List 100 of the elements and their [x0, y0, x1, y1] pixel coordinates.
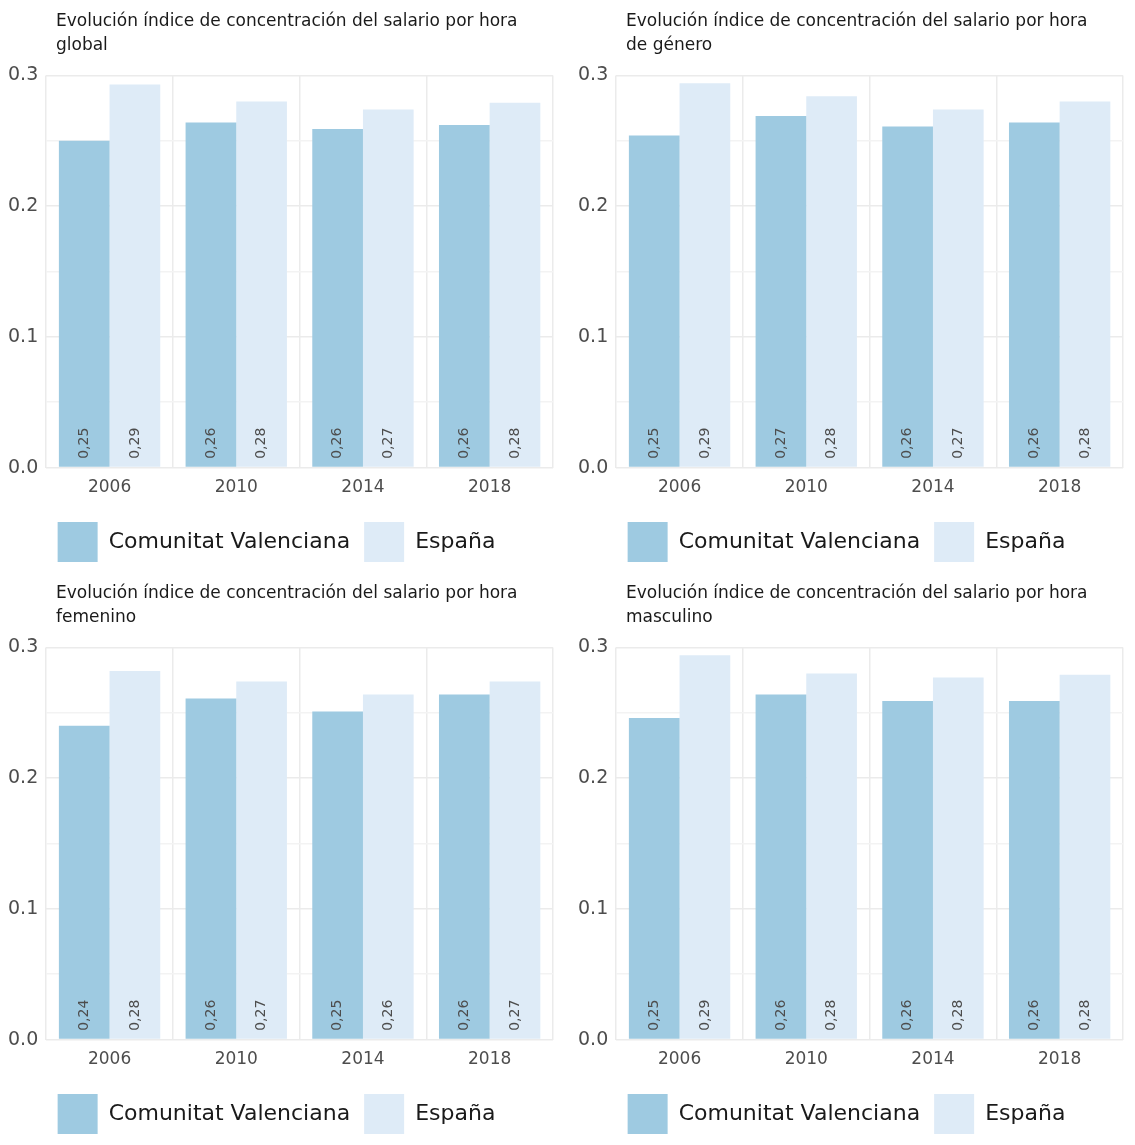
x-tick-label: 2014: [911, 1048, 955, 1069]
legend-label: España: [985, 527, 1066, 553]
bar: [185, 698, 237, 1039]
bar: [236, 681, 287, 1039]
bar: [438, 694, 490, 1039]
bar: [489, 102, 541, 467]
x-tick-label: 2010: [784, 476, 828, 497]
data-label: 0,28: [252, 427, 269, 459]
bar: [438, 125, 490, 467]
data-label: 0,26: [454, 999, 471, 1031]
x-tick-label: 2006: [87, 476, 132, 497]
bar: [679, 83, 731, 467]
data-label: 0,28: [1075, 427, 1092, 459]
data-label: 0,26: [1024, 999, 1041, 1031]
data-label: 0,25: [328, 999, 345, 1031]
x-tick-label: 2006: [657, 476, 702, 497]
data-label: 0,28: [822, 999, 839, 1031]
y-tick-label: 0.1: [578, 895, 609, 918]
legend-label: Comunitat Valenciana: [108, 527, 351, 553]
bar: [489, 681, 541, 1039]
bar: [755, 115, 807, 467]
chart-title: Evolución índice de concentración del salario por hora masculino: [626, 581, 1089, 628]
legend-label: España: [415, 527, 496, 553]
y-tick-label: 0.3: [578, 62, 609, 85]
x-tick-label: 2014: [341, 1048, 385, 1069]
y-tick-label: 0.3: [578, 634, 609, 657]
x-tick-label: 2010: [214, 1048, 258, 1069]
data-label: 0,28: [505, 427, 522, 459]
data-label: 0,29: [695, 427, 712, 459]
bar: [362, 109, 414, 467]
chart-title: Evolución índice de concentración del salario por hora global: [56, 9, 519, 56]
bar: [806, 96, 857, 467]
legend-label: España: [985, 1099, 1066, 1125]
data-label: 0,26: [1024, 427, 1041, 459]
y-tick-label: 0.1: [578, 323, 609, 346]
y-tick-label: 0.2: [8, 193, 39, 216]
bar: [312, 129, 363, 467]
data-label: 0,24: [74, 999, 91, 1031]
bar: [1008, 122, 1060, 467]
bar: [109, 670, 161, 1039]
bar: [185, 122, 237, 467]
y-tick-label: 0.0: [578, 454, 609, 477]
data-label: 0,27: [771, 427, 788, 459]
legend-label: España: [415, 1099, 496, 1125]
bar: [236, 101, 287, 467]
bar: [882, 126, 933, 467]
y-tick-label: 0.2: [578, 765, 609, 788]
data-label: 0,25: [644, 427, 661, 459]
data-label: 0,29: [125, 427, 142, 459]
data-label: 0,27: [948, 427, 965, 459]
data-label: 0,25: [74, 427, 91, 459]
data-label: 0,25: [644, 999, 661, 1031]
chart-title: Evolución índice de concentración del salario por hora femenino: [56, 581, 519, 628]
y-tick-label: 0.2: [8, 765, 39, 788]
bar: [109, 84, 161, 467]
x-tick-label: 2010: [214, 476, 258, 497]
bar: [58, 725, 110, 1039]
y-tick-label: 0.1: [8, 323, 39, 346]
x-tick-label: 2014: [911, 476, 955, 497]
data-label: 0,26: [454, 427, 471, 459]
chart-title: Evolución índice de concentración del salario por hora de género: [626, 9, 1089, 56]
data-label: 0,26: [201, 999, 218, 1031]
bar: [932, 109, 984, 467]
data-label: 0,26: [771, 999, 788, 1031]
bar: [312, 711, 363, 1039]
data-label: 0,26: [378, 999, 395, 1031]
data-label: 0,28: [125, 999, 142, 1031]
data-label: 0,28: [822, 427, 839, 459]
data-label: 0,26: [898, 999, 915, 1031]
legend-label: Comunitat Valenciana: [678, 1099, 921, 1125]
data-label: 0,28: [1075, 999, 1092, 1031]
bar: [362, 694, 414, 1039]
bar: [628, 135, 680, 467]
x-tick-label: 2010: [784, 1048, 828, 1069]
x-tick-label: 2018: [468, 1048, 512, 1069]
x-tick-label: 2006: [87, 1048, 132, 1069]
y-tick-label: 0.2: [578, 193, 609, 216]
data-label: 0,28: [948, 999, 965, 1031]
legend-label: Comunitat Valenciana: [108, 1099, 351, 1125]
y-tick-label: 0.0: [578, 1026, 609, 1049]
x-tick-label: 2018: [468, 476, 512, 497]
x-tick-label: 2006: [657, 1048, 702, 1069]
data-label: 0,27: [378, 427, 395, 459]
y-tick-label: 0.0: [8, 454, 39, 477]
x-tick-label: 2018: [1038, 1048, 1082, 1069]
data-label: 0,27: [505, 999, 522, 1031]
data-label: 0,26: [898, 427, 915, 459]
bar: [1059, 101, 1111, 467]
legend-label: Comunitat Valenciana: [678, 527, 921, 553]
y-tick-label: 0.0: [8, 1026, 39, 1049]
x-tick-label: 2014: [341, 476, 385, 497]
y-tick-label: 0.3: [8, 634, 39, 657]
y-tick-label: 0.1: [8, 895, 39, 918]
data-label: 0,29: [695, 999, 712, 1031]
data-label: 0,27: [252, 999, 269, 1031]
bar: [58, 140, 110, 467]
y-tick-label: 0.3: [8, 62, 39, 85]
x-tick-label: 2018: [1038, 476, 1082, 497]
data-label: 0,26: [328, 427, 345, 459]
data-label: 0,26: [201, 427, 218, 459]
